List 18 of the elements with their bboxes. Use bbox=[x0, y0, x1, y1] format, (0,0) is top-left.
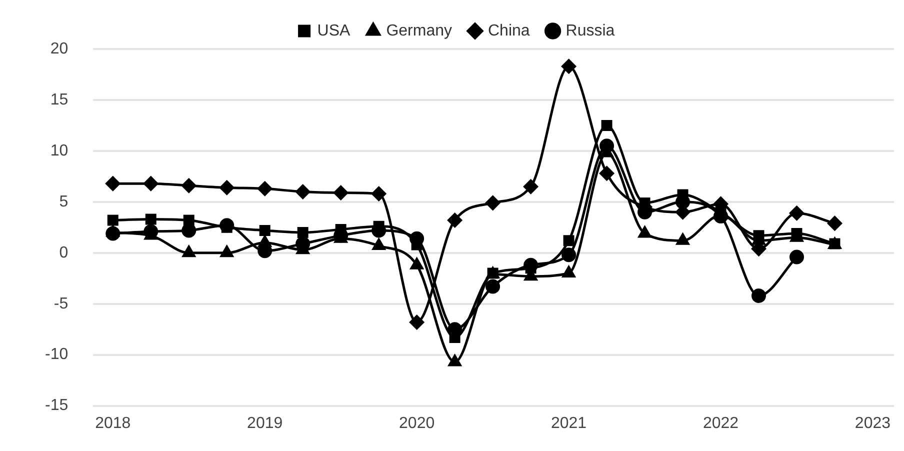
legend-label: Germany bbox=[386, 22, 452, 40]
legend-label: USA bbox=[317, 22, 351, 40]
x-tick-label: 2022 bbox=[702, 414, 739, 432]
y-tick-label: 0 bbox=[59, 244, 68, 262]
y-tick-label: 15 bbox=[50, 91, 68, 108]
x-tick-label: 2020 bbox=[399, 414, 435, 432]
x-tick-label: 2018 bbox=[95, 414, 131, 432]
y-tick-label: -10 bbox=[45, 346, 68, 364]
legend-label: Russia bbox=[566, 22, 615, 40]
x-tick-label: 2023 bbox=[854, 414, 891, 432]
y-tick-label: -5 bbox=[54, 295, 68, 312]
y-tick-label: -15 bbox=[45, 397, 68, 414]
y-tick-label: 20 bbox=[50, 40, 68, 58]
legend-label: China bbox=[488, 22, 530, 40]
x-tick-label: 2019 bbox=[247, 414, 283, 432]
y-tick-label: 10 bbox=[50, 142, 68, 160]
y-tick-label: 5 bbox=[59, 193, 68, 210]
x-tick-label: 2021 bbox=[550, 414, 587, 432]
